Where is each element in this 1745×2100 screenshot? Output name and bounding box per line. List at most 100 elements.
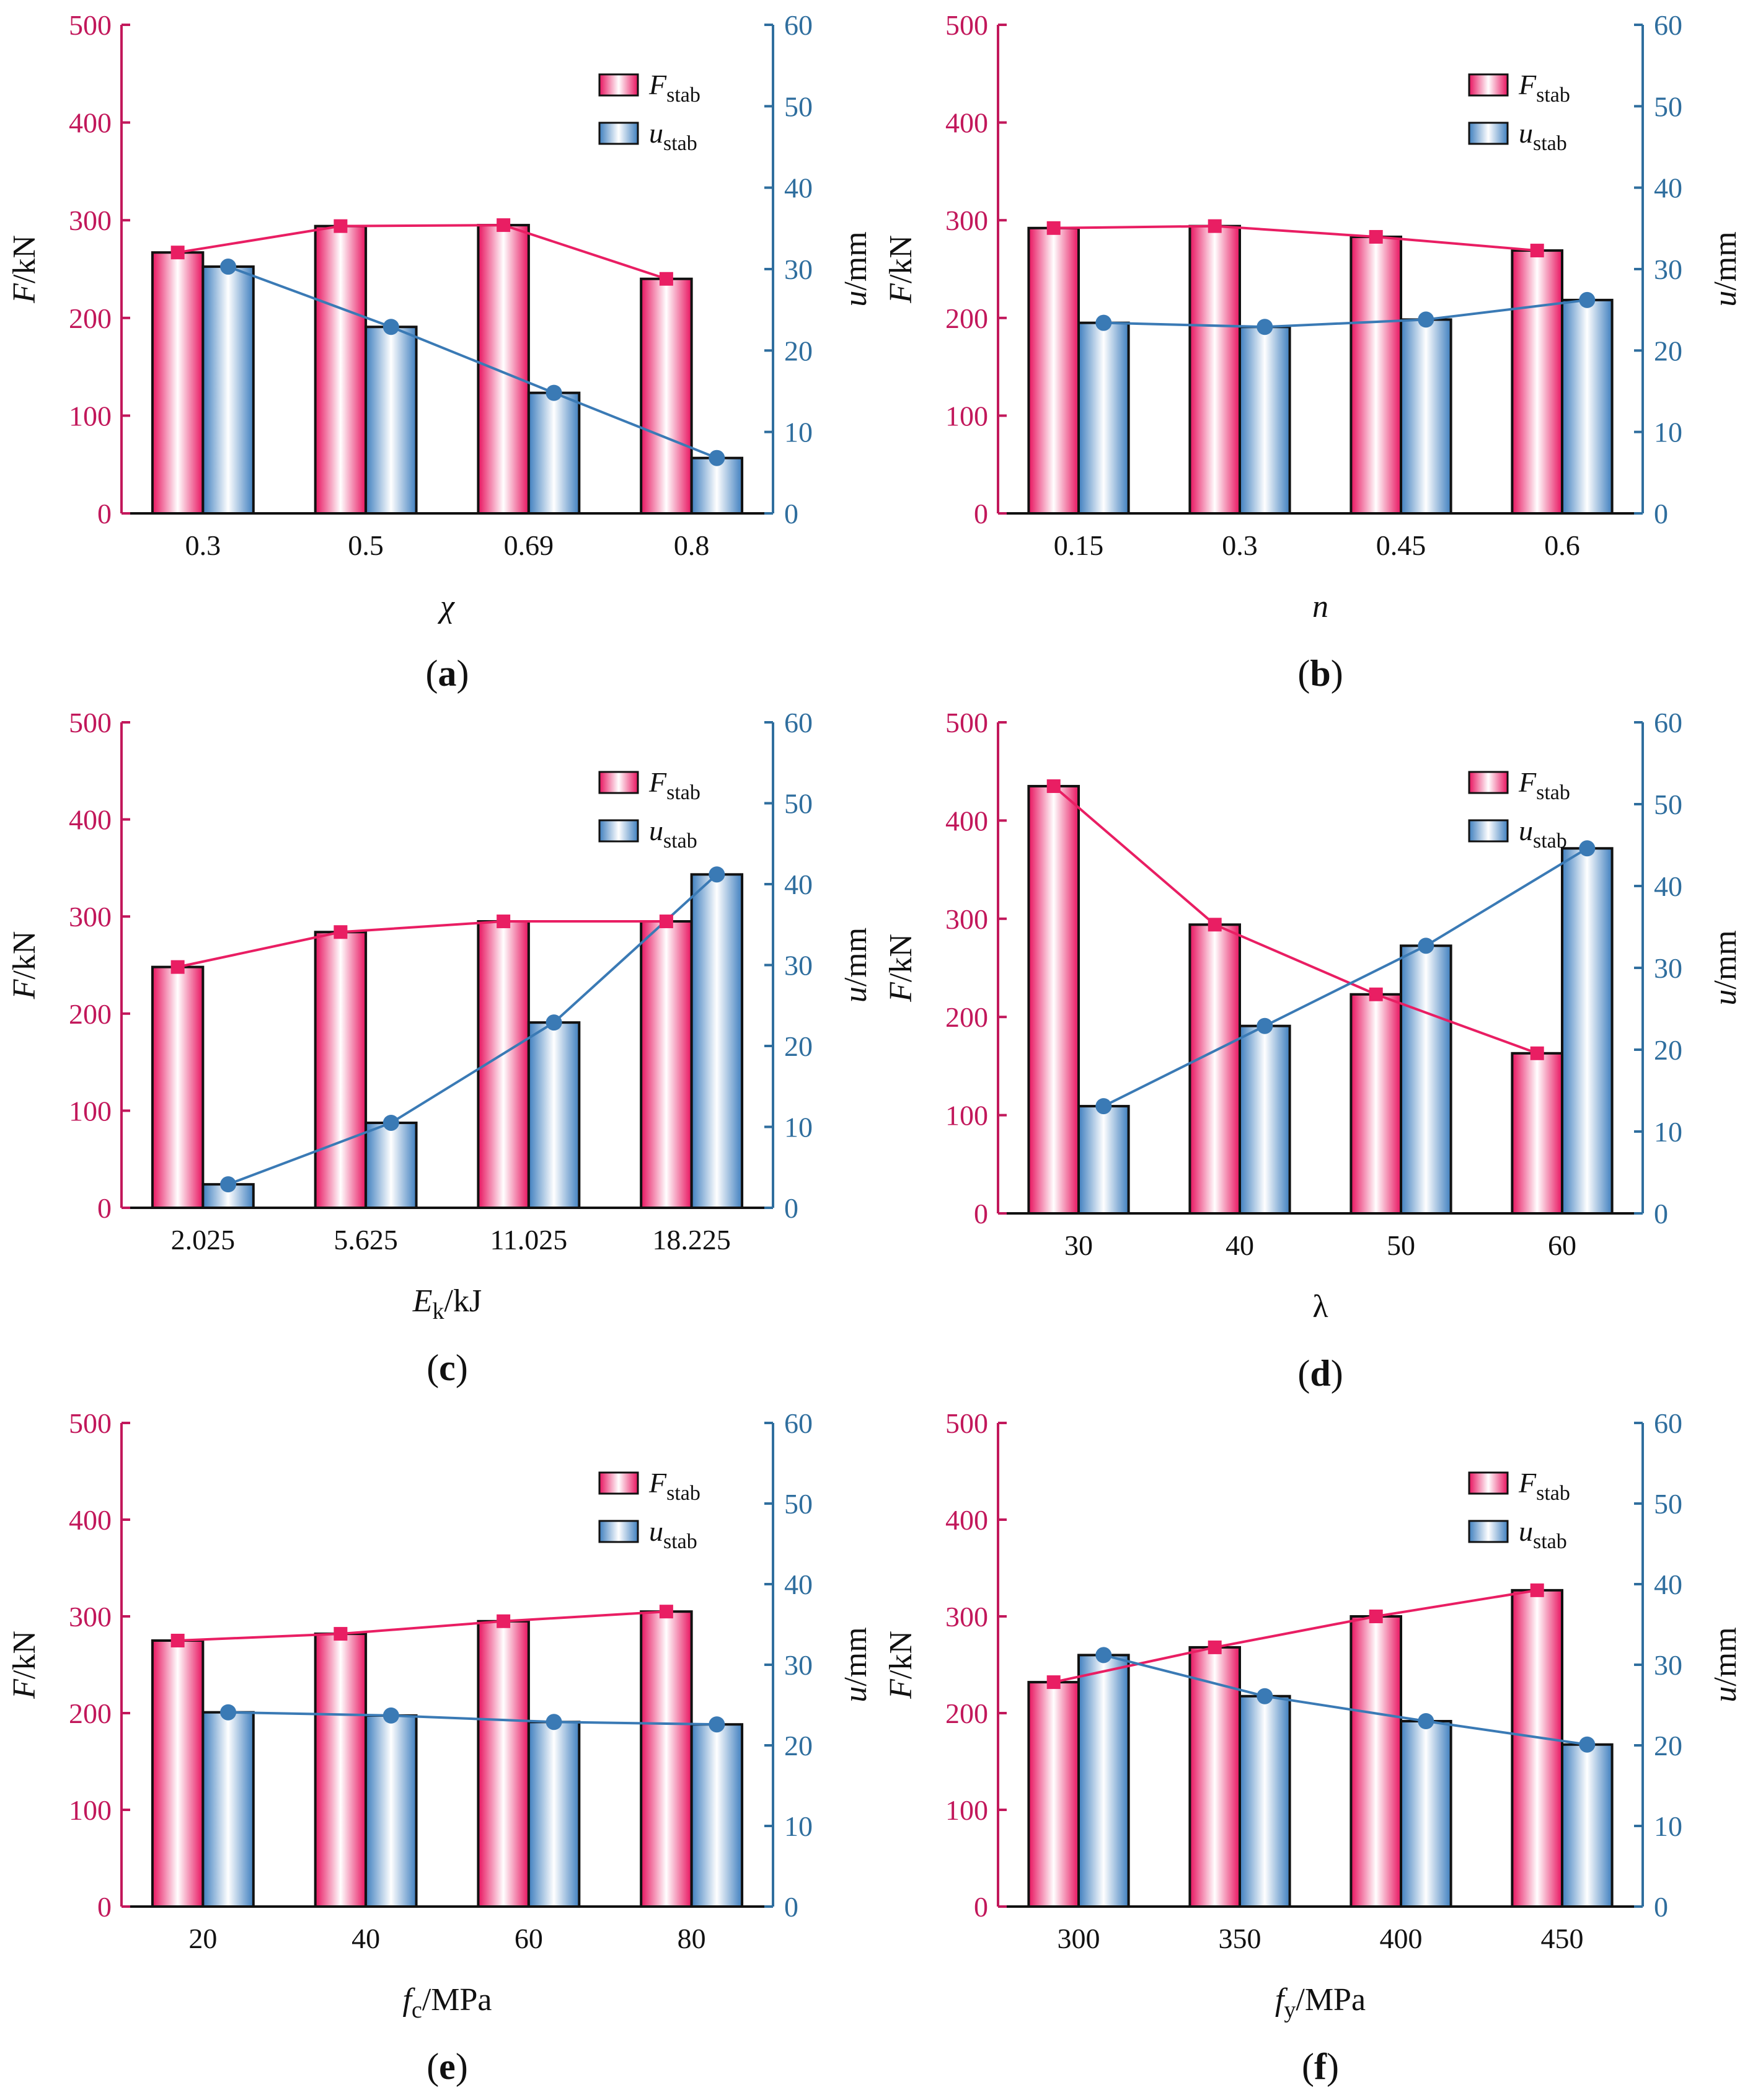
bar-ustab xyxy=(527,1721,581,1908)
right-tick-label: 10 xyxy=(784,1810,813,1842)
marker-fstab xyxy=(1208,918,1222,932)
x-axis-title: fc/MPa xyxy=(402,1982,492,2023)
legend: Fstab ustab xyxy=(1468,1467,1570,1553)
marker-ustab xyxy=(220,259,237,275)
legend: Fstab ustab xyxy=(598,766,700,853)
right-tick-label: 60 xyxy=(1654,1407,1682,1439)
left-tick-label: 0 xyxy=(97,498,112,529)
legend: Fstab ustab xyxy=(1468,69,1570,155)
x-tick-label: 0.15 xyxy=(1054,529,1104,561)
right-tick-label: 10 xyxy=(784,1112,813,1143)
marker-ustab xyxy=(1418,311,1434,328)
bar-fstab xyxy=(1027,226,1080,515)
marker-fstab xyxy=(659,915,673,929)
bar-fstab xyxy=(314,224,368,515)
left-tick-label: 0 xyxy=(974,498,988,529)
chart-panel-d: 0 100 200 300 400 500 0 10 20 30 40 50 60 30 40 50 60 F/k… xyxy=(883,707,1743,1394)
y-axis-right-title: u/mm xyxy=(1708,930,1743,1005)
legend-label-fstab: Fstab xyxy=(1518,69,1570,107)
legend-label-ustab: ustab xyxy=(1519,815,1567,853)
legend-swatch-fstab xyxy=(598,771,639,794)
legend-label-ustab: ustab xyxy=(649,1515,697,1553)
right-tick-label: 50 xyxy=(1654,789,1682,820)
bar-ustab xyxy=(1077,1105,1130,1215)
right-tick-label: 30 xyxy=(784,254,813,285)
x-tick-label: 30 xyxy=(1064,1229,1093,1261)
x-tick-label: 0.5 xyxy=(348,529,384,561)
marker-fstab xyxy=(170,1634,185,1647)
right-tick-label: 40 xyxy=(784,1569,813,1600)
x-axis-title: fy/MPa xyxy=(1275,1982,1366,2023)
bar-fstab xyxy=(477,1619,530,1908)
marker-ustab xyxy=(709,866,725,883)
right-tick-label: 20 xyxy=(784,1030,813,1062)
line-fstab xyxy=(1053,224,1537,252)
bar-ustab xyxy=(1400,944,1452,1215)
panel-label: (e) xyxy=(426,2046,468,2087)
bar-fstab xyxy=(314,1633,368,1908)
left-tick-label: 0 xyxy=(974,1198,988,1229)
left-tick-label: 300 xyxy=(945,903,988,935)
line-fstab xyxy=(1053,1588,1538,1684)
legend-label-fstab: Fstab xyxy=(1518,766,1570,804)
left-tick-label: 400 xyxy=(945,805,988,836)
right-tick-label: 10 xyxy=(784,417,813,448)
x-tick-label: 0.6 xyxy=(1544,529,1580,561)
marker-ustab xyxy=(1095,1647,1112,1664)
legend-label-fstab: Fstab xyxy=(648,69,700,107)
bar-fstab xyxy=(151,965,205,1209)
bar-ustab xyxy=(690,873,744,1209)
left-tick-label: 400 xyxy=(945,1504,988,1536)
legend-swatch-fstab xyxy=(1468,1471,1509,1495)
bar-fstab xyxy=(640,920,693,1210)
left-tick-label: 500 xyxy=(69,707,112,738)
marker-fstab xyxy=(659,272,673,286)
y-axis-left-title: F/kN xyxy=(7,235,42,304)
marker-ustab xyxy=(1418,937,1434,954)
y-axis-left-title: F/kN xyxy=(7,931,42,1000)
x-tick-label: 60 xyxy=(515,1923,543,1954)
left-tick-label: 500 xyxy=(69,1407,112,1439)
line-fstab xyxy=(1053,785,1538,1055)
marker-ustab xyxy=(382,1114,399,1131)
right-tick-label: 20 xyxy=(784,335,813,366)
left-tick-label: 500 xyxy=(69,9,112,41)
bar-ustab xyxy=(1239,1024,1291,1215)
right-tick-label: 30 xyxy=(784,1649,813,1681)
x-axis-title: Ek/kJ xyxy=(412,1283,482,1324)
right-tick-label: 40 xyxy=(784,172,813,204)
marker-ustab xyxy=(546,1014,562,1031)
legend-label-fstab: Fstab xyxy=(648,766,700,804)
right-tick-label: 30 xyxy=(1654,952,1682,984)
right-tick-label: 0 xyxy=(1654,1198,1668,1229)
left-tick-label: 200 xyxy=(69,1698,112,1729)
bar-ustab xyxy=(364,1121,418,1209)
x-tick-label: 400 xyxy=(1380,1923,1423,1954)
left-tick-label: 300 xyxy=(945,205,988,236)
left-tick-label: 200 xyxy=(945,1698,988,1729)
x-tick-label: 40 xyxy=(1226,1229,1254,1261)
bar-fstab xyxy=(1188,1646,1242,1908)
left-tick-label: 200 xyxy=(945,1001,988,1033)
left-tick-label: 500 xyxy=(945,1407,988,1439)
bar-ustab xyxy=(1239,1695,1291,1908)
x-tick-label: 11.025 xyxy=(490,1224,567,1256)
marker-fstab xyxy=(1530,1583,1544,1597)
right-tick-label: 50 xyxy=(1654,91,1682,122)
bar-ustab xyxy=(1561,298,1614,515)
x-tick-label: 350 xyxy=(1219,1923,1261,1954)
marker-ustab xyxy=(1257,319,1273,335)
line-ustab xyxy=(1103,298,1588,329)
legend-swatch-ustab xyxy=(598,819,639,843)
marker-ustab xyxy=(1257,1017,1273,1034)
marker-ustab xyxy=(220,1704,237,1721)
right-tick-label: 40 xyxy=(1654,1569,1682,1600)
right-tick-label: 50 xyxy=(784,91,813,122)
bar-fstab xyxy=(1511,249,1563,515)
marker-fstab xyxy=(1046,221,1061,235)
x-tick-label: 60 xyxy=(1548,1229,1576,1261)
marker-fstab xyxy=(1208,219,1222,233)
left-tick-label: 100 xyxy=(69,1095,112,1127)
bar-ustab xyxy=(1400,318,1452,515)
legend-swatch-fstab xyxy=(598,73,639,97)
